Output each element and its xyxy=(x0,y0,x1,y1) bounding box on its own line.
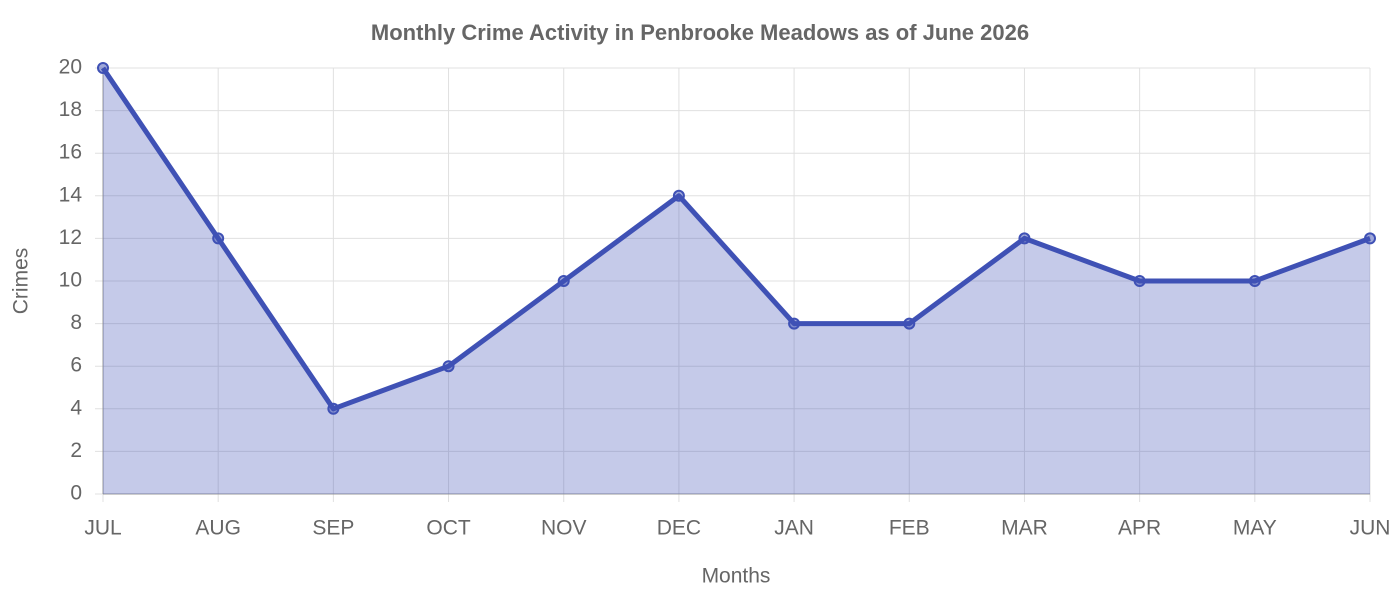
x-tick-label: JAN xyxy=(774,517,814,540)
point xyxy=(1364,232,1376,245)
y-tick-label: 12 xyxy=(59,226,82,249)
y-tick-label: 0 xyxy=(70,482,82,505)
x-tick-label: SEP xyxy=(312,517,354,540)
point xyxy=(1018,232,1031,245)
y-tick-label: 18 xyxy=(59,98,82,121)
x-tick-label: DEC xyxy=(657,517,701,540)
y-tick-label: 4 xyxy=(70,396,82,419)
line xyxy=(100,66,1371,412)
point xyxy=(903,317,916,330)
point xyxy=(327,402,340,415)
y-tick-label: 8 xyxy=(70,311,82,334)
x-tick-label: NOV xyxy=(541,517,587,540)
y-tick-label: 2 xyxy=(70,439,82,462)
x-tick-label: MAR xyxy=(1001,517,1048,540)
x-axis-label: Months xyxy=(702,565,771,588)
point xyxy=(557,275,570,287)
point xyxy=(1248,275,1261,287)
point xyxy=(672,189,685,202)
point xyxy=(212,232,225,245)
y-tick-label: 20 xyxy=(59,56,82,79)
y-tick-label: 16 xyxy=(59,141,82,164)
point xyxy=(97,62,109,74)
chart-title: Monthly Crime Activity in Penbrooke Mead… xyxy=(371,20,1029,45)
x-tick-label: FEB xyxy=(889,517,930,540)
y-tick-label: 6 xyxy=(70,354,82,377)
x-tick-label: APR xyxy=(1118,517,1161,540)
point xyxy=(788,317,801,330)
x-tick-label: JUL xyxy=(84,517,121,540)
y-axis-label: Crimes xyxy=(10,248,33,315)
point xyxy=(1133,275,1146,287)
x-tick-label: JUN xyxy=(1350,517,1391,540)
area-fill xyxy=(103,68,1370,494)
x-tick-label: AUG xyxy=(195,517,241,540)
x-tick-label: OCT xyxy=(426,517,471,540)
point xyxy=(442,360,455,373)
y-tick-label: 14 xyxy=(59,183,83,206)
x-tick-label: MAY xyxy=(1233,517,1277,540)
y-tick-label: 10 xyxy=(59,269,82,292)
